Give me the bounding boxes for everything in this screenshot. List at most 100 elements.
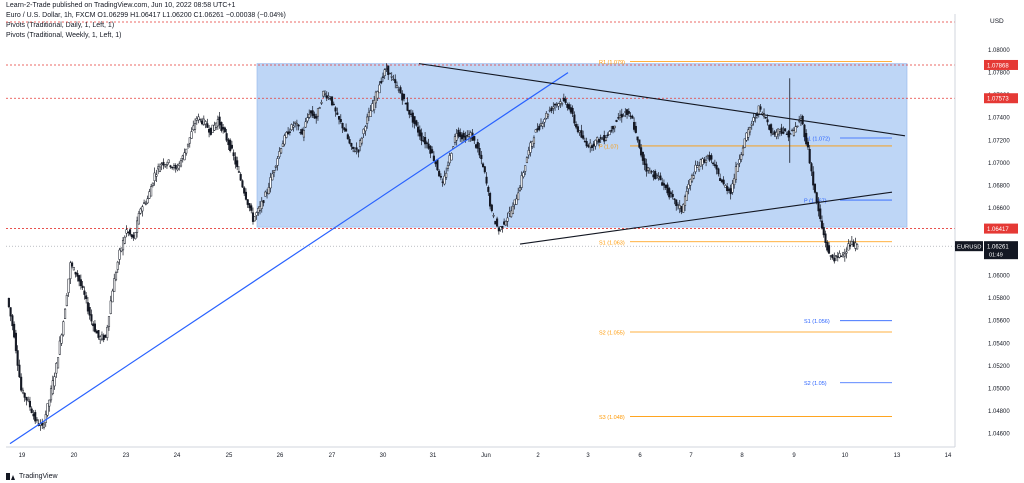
tradingview-brand[interactable]: TradingView [6, 473, 58, 480]
candle [41, 418, 44, 430]
candle [395, 81, 399, 89]
candle [501, 225, 504, 233]
candle [499, 225, 502, 232]
candle [211, 124, 214, 133]
candle [838, 250, 841, 259]
candle [341, 122, 344, 133]
candle [645, 158, 648, 177]
candle [640, 143, 643, 158]
candle [634, 121, 637, 134]
candle [378, 81, 381, 94]
candle [413, 116, 416, 129]
candle [390, 72, 393, 82]
candle [264, 190, 267, 197]
candle [438, 169, 441, 177]
candle [7, 297, 10, 309]
y-tick-label: 1.08000 [988, 48, 1010, 54]
x-tick-label: 13 [894, 453, 901, 459]
candle [55, 362, 58, 378]
daily-pivot-label-1: P (1.07) [599, 144, 619, 150]
candle [197, 113, 200, 124]
candle [589, 139, 592, 153]
price-badge-countdown: 01:49 [989, 253, 1003, 259]
candle [610, 125, 613, 133]
candle [432, 151, 435, 163]
x-tick-label: 25 [226, 453, 233, 459]
candle [253, 216, 256, 222]
candle [208, 125, 211, 138]
indicator-weekly-pivots[interactable]: Pivots (Traditional, Weekly, 1, Left, 1) [6, 32, 122, 39]
candle [487, 185, 490, 196]
candle [251, 207, 255, 225]
candle [278, 147, 281, 159]
candle [754, 113, 757, 123]
candle [102, 333, 105, 343]
candle [306, 113, 309, 124]
candle [153, 167, 156, 186]
candle [359, 138, 362, 152]
candle [311, 105, 314, 118]
candle [337, 115, 341, 125]
candle [14, 329, 17, 354]
candle [394, 74, 397, 89]
candle [246, 199, 249, 208]
candle [176, 163, 179, 172]
candle [750, 120, 753, 130]
x-tick-label: 7 [689, 453, 693, 459]
candle [28, 396, 32, 411]
candle [134, 231, 137, 240]
candle [44, 410, 47, 427]
level-badge-1.06417 [984, 223, 1018, 234]
candle [192, 120, 195, 132]
candle [455, 128, 458, 146]
candle [415, 119, 418, 127]
candle [120, 247, 123, 253]
candle [360, 136, 363, 146]
candle [425, 140, 428, 149]
candle [100, 331, 104, 342]
candlestick-series [7, 63, 859, 431]
symbol-tag [955, 241, 983, 252]
candle [20, 373, 23, 392]
candle [222, 124, 225, 134]
candle [590, 144, 593, 152]
x-tick-label: 3 [586, 453, 590, 459]
x-tick-label: 30 [380, 453, 387, 459]
candle [178, 161, 181, 171]
candle [155, 169, 158, 182]
candle [517, 187, 520, 201]
candle [125, 225, 128, 238]
candle [699, 158, 702, 167]
candle [743, 138, 746, 149]
candle [480, 151, 483, 165]
candle [685, 186, 688, 201]
candle [575, 121, 578, 130]
candle [350, 142, 353, 150]
candle [380, 77, 383, 85]
y-tick-label: 1.05000 [988, 386, 1010, 392]
candle [276, 156, 279, 171]
y-tick-label: 1.06600 [988, 206, 1010, 212]
candle [332, 101, 335, 106]
candle [525, 156, 529, 164]
candle [741, 145, 745, 157]
indicator-daily-pivots[interactable]: Pivots (Traditional, Daily, 1, Left, 1) [6, 22, 115, 29]
level-badge-text: 1.07868 [987, 63, 1009, 69]
weekly-pivot-label-3: S2 (1.05) [804, 381, 827, 387]
candle [446, 161, 449, 172]
candle [682, 203, 685, 213]
candle [373, 95, 376, 114]
symbol-tag-text: EURUSD [957, 245, 981, 251]
candle [294, 121, 297, 128]
candle [622, 113, 625, 117]
x-tick-label: 10 [842, 453, 849, 459]
candle [402, 93, 406, 102]
candle [46, 403, 49, 418]
candle [768, 124, 771, 131]
candle [281, 140, 284, 147]
symbol-ohlc-line[interactable]: Euro / U.S. Dollar, 1h, FXCM O1.06299 H1… [6, 12, 286, 19]
candle [675, 199, 678, 211]
candle [295, 119, 298, 131]
candle [353, 147, 356, 153]
